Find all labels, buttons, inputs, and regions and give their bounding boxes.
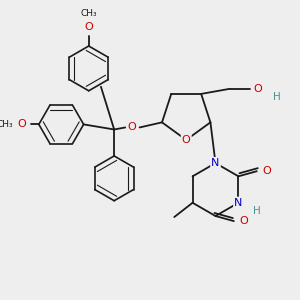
- Text: O: O: [182, 135, 190, 145]
- Text: N: N: [211, 158, 220, 168]
- Text: O: O: [240, 216, 248, 226]
- Text: H: H: [273, 92, 280, 102]
- Text: O: O: [262, 166, 271, 176]
- Text: CH₃: CH₃: [0, 120, 14, 129]
- Text: CH₃: CH₃: [80, 9, 97, 18]
- Text: N: N: [234, 198, 243, 208]
- Text: O: O: [84, 22, 93, 32]
- Text: O: O: [17, 119, 26, 129]
- Text: O: O: [254, 84, 262, 94]
- Text: H: H: [253, 206, 261, 216]
- Text: O: O: [127, 122, 136, 132]
